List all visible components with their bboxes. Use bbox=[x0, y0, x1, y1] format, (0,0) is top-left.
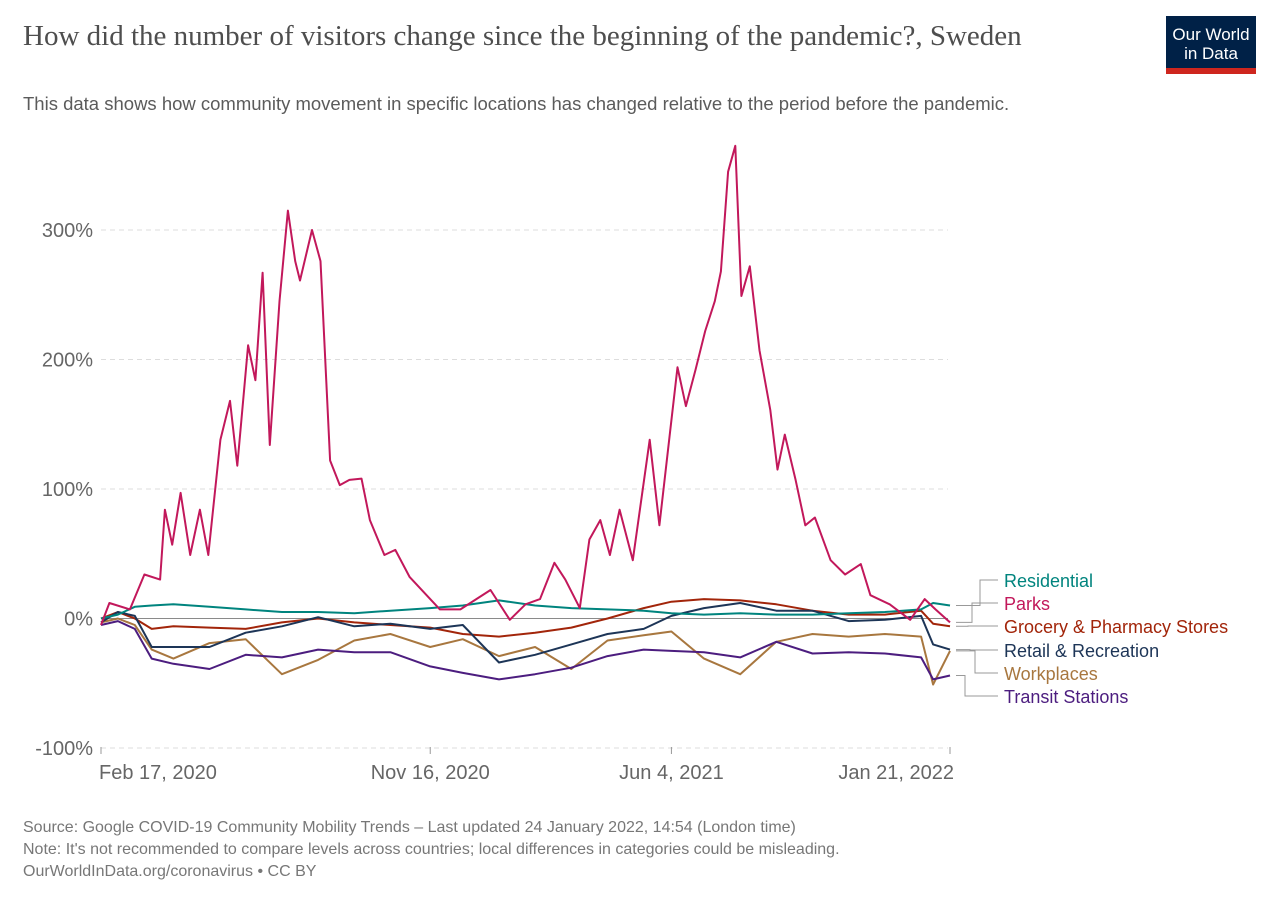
owid-logo[interactable]: Our World in Data bbox=[1166, 16, 1256, 74]
series-line-retail-recreation bbox=[100, 602, 951, 664]
legend-label-grocery-pharmacy-stores[interactable]: Grocery & Pharmacy Stores bbox=[1004, 617, 1228, 637]
chart-subtitle: This data shows how community movement i… bbox=[23, 93, 1010, 114]
comparison-note: Note: It's not recommended to compare le… bbox=[23, 841, 840, 858]
legend-label-parks[interactable]: Parks bbox=[1004, 594, 1050, 614]
series-line-residential bbox=[100, 599, 951, 620]
y-tick-label: 300% bbox=[42, 220, 93, 242]
legend-label-residential[interactable]: Residential bbox=[1004, 571, 1093, 591]
legend-label-transit-stations[interactable]: Transit Stations bbox=[1004, 687, 1128, 707]
y-tick-label: 0% bbox=[64, 609, 93, 631]
legend-connector bbox=[956, 674, 998, 697]
legend-connector bbox=[956, 602, 998, 623]
series-line-parks bbox=[100, 144, 951, 626]
series-line-grocery-pharmacy-stores bbox=[100, 598, 951, 638]
y-tick-label: -100% bbox=[35, 738, 93, 760]
series-line-transit-stations bbox=[100, 620, 951, 681]
legend-label-retail-recreation[interactable]: Retail & Recreation bbox=[1004, 641, 1159, 661]
credit-link[interactable]: OurWorldInData.org/coronavirus • CC BY bbox=[23, 863, 317, 880]
x-tick-label: Nov 16, 2020 bbox=[371, 762, 490, 784]
x-tick-label: Jan 21, 2022 bbox=[838, 762, 954, 784]
source-note: Source: Google COVID-19 Community Mobili… bbox=[23, 819, 796, 836]
y-tick-label: 200% bbox=[42, 350, 93, 372]
chart-footer: Source: Google COVID-19 Community Mobili… bbox=[23, 817, 840, 883]
y-tick-label: 100% bbox=[42, 479, 93, 501]
legend-connector bbox=[956, 579, 998, 607]
legend-connector bbox=[956, 650, 998, 674]
x-tick-label: Feb 17, 2020 bbox=[99, 762, 217, 784]
x-tick-label: Jun 4, 2021 bbox=[619, 762, 724, 784]
legend-label-workplaces[interactable]: Workplaces bbox=[1004, 664, 1098, 684]
series-line-workplaces bbox=[100, 617, 951, 686]
chart-title: How did the number of visitors change si… bbox=[23, 20, 1022, 52]
